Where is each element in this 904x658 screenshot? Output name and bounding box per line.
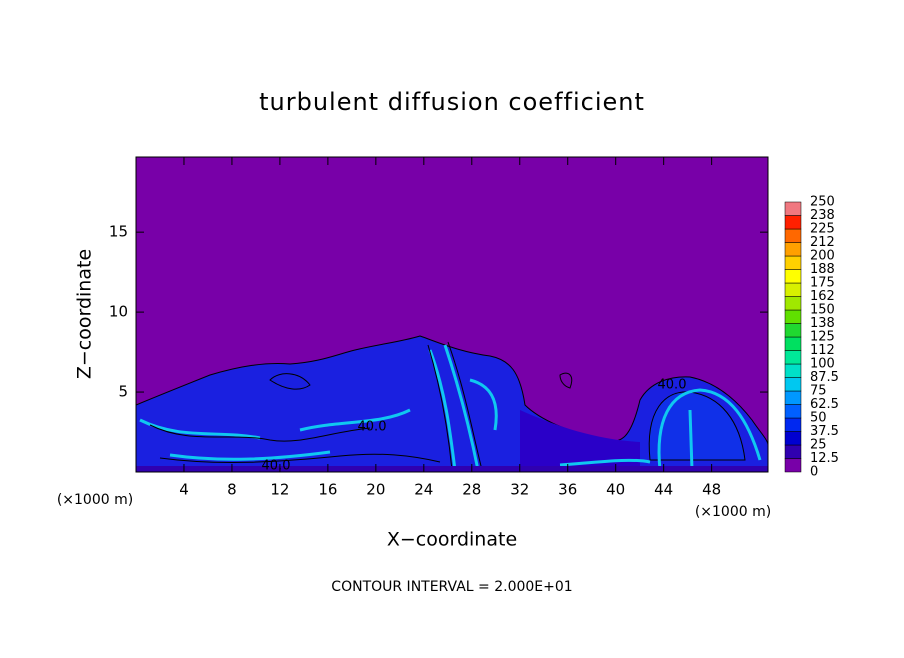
footnote: CONTOUR INTERVAL = 2.000E+01 [331,579,572,595]
colorbar-label: 250 [810,195,835,210]
colorbar-label: 162 [810,289,835,304]
colorbar-label: 188 [810,262,835,277]
colorbar-label: 37.5 [810,424,839,439]
x-tick-label: 20 [366,481,385,499]
dark-patch [520,410,640,472]
colorbar-label: 238 [810,208,835,223]
colorbar-label: 225 [810,222,835,237]
colorbar-label: 50 [810,411,827,426]
colorbar-bin [784,215,802,230]
chart-title: turbulent diffusion coefficient [259,88,645,116]
y-tick-label: 5 [118,383,128,401]
colorbar-label: 125 [810,330,835,345]
colorbar-bin [784,296,802,311]
contour-label: 40.0 [658,378,687,393]
x-tick-label: 32 [510,481,529,499]
x-tick-label: 40 [606,481,625,499]
x-tick-label: 24 [414,481,433,499]
colorbar-bin [784,350,802,365]
colorbar-label: 138 [810,316,835,331]
colorbar-bin [784,458,802,473]
colorbar-bin [784,323,802,338]
colorbar-bin [784,242,802,257]
colorbar-bin [784,390,802,405]
x-tick-label: 28 [462,481,481,499]
surface-layer [136,466,768,472]
x-tick-label: 4 [179,481,189,499]
colorbar-label: 62.5 [810,397,839,412]
x-unit-label: (×1000 m) [57,492,133,508]
high-streaks [139,344,762,471]
x-tick-label: 12 [270,481,289,499]
y-axis-label: Z−coordinate [74,249,96,379]
colorbar-bin [784,201,802,216]
colorbar-label: 0 [810,465,818,480]
colorbar-label: 87.5 [810,370,839,385]
colorbar-label: 175 [810,276,835,291]
colorbar-label: 75 [810,384,827,399]
colorbar-bin [784,363,802,378]
y-tick-label: 10 [109,303,128,321]
colorbar-bin [784,255,802,270]
colorbar-bin [784,444,802,459]
colorbar-label: 112 [810,343,835,358]
colorbar-label: 12.5 [810,451,839,466]
x-tick-label: 8 [227,481,237,499]
x-tick-label: 48 [702,481,721,499]
colorbar-bin [784,404,802,419]
colorbar-label: 100 [810,357,835,372]
colorbar-bin [784,282,802,297]
turbulent-layer [136,335,768,472]
colorbar-bin [784,417,802,432]
colorbar-bin [784,431,802,446]
colorbar-bin [784,377,802,392]
colorbar-bin [784,269,802,284]
y-tick-label: 15 [109,223,128,241]
colorbar-bin [784,309,802,324]
x-tick-label: 36 [558,481,577,499]
contour-label: 40.0 [262,459,291,474]
colorbar-label: 200 [810,249,835,264]
field [136,157,768,472]
x-axis-label: X−coordinate [387,529,517,551]
colorbar-label: 25 [810,438,827,453]
contour-label: 40.0 [358,420,387,435]
contour-lines [149,341,573,471]
x-unit-label: (×1000 m) [695,504,771,520]
x-tick-label: 44 [654,481,673,499]
colorbar-label: 212 [810,235,835,250]
colorbar-bin [784,336,802,351]
colorbar-bin [784,228,802,243]
x-tick-label: 16 [318,481,337,499]
plot-frame [135,156,769,473]
colorbar-label: 150 [810,303,835,318]
